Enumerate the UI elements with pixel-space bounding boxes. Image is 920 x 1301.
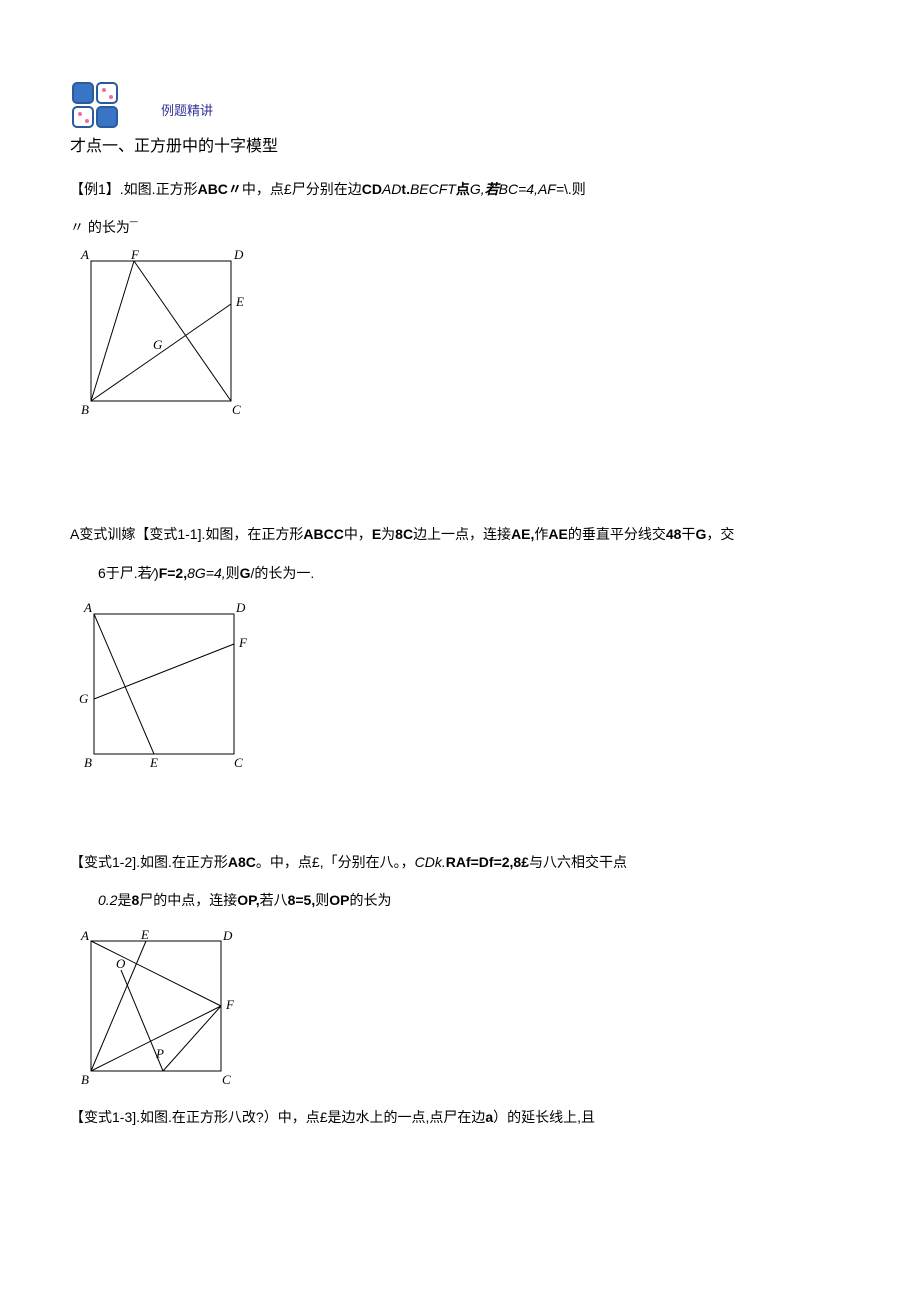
t: CD	[362, 181, 382, 197]
lbl: C	[234, 755, 243, 769]
lbl: D	[222, 928, 233, 943]
section-title: 才点一、正方册中的十字模型	[70, 134, 850, 160]
lbl: C	[222, 1072, 231, 1086]
lbl: B	[81, 402, 89, 417]
t: AD	[382, 181, 401, 197]
t: 8C	[395, 526, 413, 542]
t: 【变式1-2].如图.在正方形	[70, 854, 228, 870]
t: 点	[456, 181, 470, 197]
t: G,	[470, 181, 485, 197]
t: OP	[329, 892, 349, 908]
t: E	[372, 526, 381, 542]
figure-2: A D F G B E C	[76, 599, 850, 769]
t: A8C	[228, 854, 256, 870]
lbl: D	[235, 600, 246, 615]
t: 6于尸.若∕)	[98, 565, 159, 581]
t: RAf=Df=2,8£	[446, 854, 529, 870]
lbl: A	[80, 247, 89, 262]
t: G	[240, 565, 251, 581]
lbl: F	[238, 635, 248, 650]
variant-1-3-title: 【变式1-3].如图.在正方形八改?）中，点£是边水上的一点,点尸在边a）的延长…	[70, 1104, 850, 1131]
t: 则	[226, 565, 240, 581]
t: BECFT	[410, 181, 456, 197]
t: 边上一点，连接	[413, 526, 511, 542]
t: 中，	[344, 526, 372, 542]
lbl: P	[155, 1046, 164, 1061]
lbl: O	[116, 956, 126, 971]
t: F=2,	[159, 565, 187, 581]
t: A变式训嫁【变式1-1].如图，在正方形	[70, 526, 303, 542]
t: ABC〃	[198, 181, 242, 197]
t: AE	[548, 526, 567, 542]
lbl: D	[233, 247, 244, 262]
t: BC=4,AF=	[499, 181, 564, 197]
t: 的垂直平分线交	[568, 526, 666, 542]
variant-1-2-title: 【变式1-2].如图.在正方形A8C。中，点£,「分别在八。，CDk.RAf=D…	[70, 849, 850, 876]
lbl: C	[232, 402, 241, 417]
t: 8G=4,	[187, 565, 226, 581]
example-1-title: 【例1】.如图.正方形ABC〃中，点£尸分别在边CDADt.BECFT点G,若B…	[70, 178, 850, 200]
lbl: B	[84, 755, 92, 769]
header-label: 例题精讲	[161, 101, 213, 130]
t: ABCC	[303, 526, 343, 542]
lbl: A	[80, 928, 89, 943]
t: /的长为一.	[251, 565, 315, 581]
t: 【例1】.如图.正方形	[70, 181, 198, 197]
lbl: E	[235, 294, 244, 309]
figure-3: A E D O F P B C	[76, 926, 850, 1086]
variant-1-1-line2: 6于尸.若∕)F=2,8G=4,则G/的长为一.	[70, 560, 850, 587]
lbl: A	[83, 600, 92, 615]
logo-icon	[70, 80, 126, 130]
t: t.	[401, 181, 410, 197]
t: CDk.	[415, 854, 446, 870]
lbl: E	[149, 755, 158, 769]
variant-1-1-title: A变式训嫁【变式1-1].如图，在正方形ABCC中，E为8C边上一点，连接AE,…	[70, 521, 850, 548]
t: 则	[315, 892, 329, 908]
t: 0.2	[98, 892, 117, 908]
t: 。中，点£,「分别在八。，	[256, 854, 415, 870]
lbl: F	[130, 247, 140, 262]
lbl: E	[140, 927, 149, 942]
t: 作	[534, 526, 548, 542]
example-1-line2: 〃 的长为¯	[70, 216, 850, 238]
variant-1-2-line2: 0.2是8尸的中点，连接OP,若八8=5,则OP的长为	[70, 887, 850, 914]
lbl: F	[225, 997, 235, 1012]
t: a	[485, 1109, 493, 1125]
t: 8=5,	[288, 892, 316, 908]
t: 中，点£尸分别在边	[242, 181, 362, 197]
t: ，交	[706, 526, 734, 542]
t: 尸的中点，连接	[139, 892, 237, 908]
lbl: B	[81, 1072, 89, 1086]
t: ）的延长线上,且	[493, 1109, 595, 1125]
t: AE,	[511, 526, 534, 542]
t: 48	[666, 526, 682, 542]
t: 是	[117, 892, 131, 908]
t: G	[695, 526, 706, 542]
header-row: 例题精讲	[70, 80, 850, 130]
figure-1: A F D E G B C	[76, 246, 850, 421]
t: 的长为	[349, 892, 391, 908]
t: 若	[485, 181, 499, 197]
t: 【变式1-3].如图.在正方形八改?）中，点£是边水上的一点,点尸在边	[70, 1109, 485, 1125]
t: 为	[381, 526, 395, 542]
t: \.则	[564, 181, 586, 197]
t: 若八	[260, 892, 288, 908]
lbl: G	[79, 691, 89, 706]
lbl: G	[153, 337, 163, 352]
t: 干	[681, 526, 695, 542]
t: 与八六相交干点	[529, 854, 627, 870]
t: OP,	[237, 892, 259, 908]
